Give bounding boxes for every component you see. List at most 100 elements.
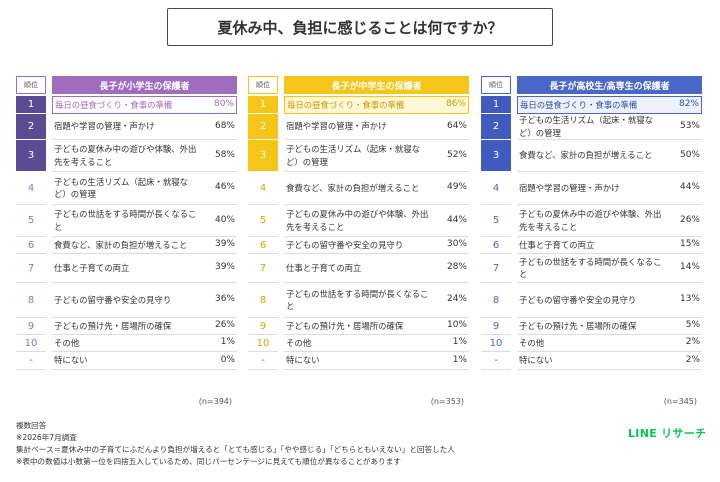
ranking-item: 宿題や学習の管理・声かけ 68% — [52, 114, 237, 140]
ranking-row: 7 仕事と子育ての両立 39% — [16, 254, 237, 283]
ranking-item: 食費など、家計の負担が増えること 50% — [517, 140, 702, 172]
panel-high-school: 順位 長子が高校生/高専生の保護者 1 毎日の昼食づくり・食事の準備 82% 2 子どもの生… — [481, 76, 702, 370]
rank-number: 3 — [481, 140, 511, 172]
ranking-row: - 特にない 1% — [248, 352, 469, 370]
rank-number: 9 — [248, 318, 278, 335]
note-line: ※表中の数値は小数第一位を四捨五入しているため、同じパーセンテージに見えても順位… — [16, 457, 401, 466]
rank-number: 3 — [248, 140, 278, 172]
item-percentage: 24% — [446, 294, 467, 305]
ranking-row: 6 食費など、家計の負担が増えること 39% — [16, 237, 237, 254]
ranking-row: - 特にない 0% — [16, 352, 237, 370]
ranking-item: 子どもの夏休み中の遊びや体験、外出先を考えること 58% — [52, 140, 237, 172]
item-percentage: 1% — [452, 354, 467, 365]
ranking-item: 特にない 2% — [517, 352, 702, 370]
rank-number: 2 — [481, 114, 511, 140]
item-label: 毎日の昼食づくり・食事の準備 — [55, 99, 173, 110]
item-percentage: 68% — [214, 120, 235, 131]
item-percentage: 10% — [446, 320, 467, 331]
ranking-item: 子どもの預け先・居場所の確保 10% — [284, 318, 469, 335]
ranking-item: 子どもの預け先・居場所の確保 5% — [517, 318, 702, 335]
ranking-row: 1 毎日の昼食づくり・食事の準備 82% — [481, 96, 702, 114]
sample-size-junior-high: (n=353) — [430, 397, 464, 406]
rank-number: 9 — [481, 318, 511, 335]
item-percentage: 30% — [446, 239, 467, 250]
item-percentage: 1% — [452, 337, 467, 348]
rank-number: 4 — [481, 172, 511, 205]
rank-number: 1 — [16, 96, 46, 114]
ranking-row: 9 子どもの預け先・居場所の確保 10% — [248, 318, 469, 335]
ranking-row: 5 子どもの夏休み中の遊びや体験、外出先を考えること 26% — [481, 205, 702, 237]
panel-header: 順位 長子が中学生の保護者 — [248, 76, 469, 94]
rank-number: 1 — [481, 96, 511, 114]
rank-column-header: 順位 — [481, 76, 511, 94]
item-label: 特にない — [286, 355, 320, 366]
ranking-row: 8 子どもの留守番や安全の見守り 13% — [481, 283, 702, 318]
ranking-row: - 特にない 2% — [481, 352, 702, 370]
rank-number: 5 — [481, 205, 511, 237]
item-label: 食費など、家計の負担が増えること — [519, 150, 653, 161]
item-label: 食費など、家計の負担が増えること — [286, 182, 420, 193]
item-percentage: 58% — [214, 149, 235, 160]
ranking-row: 2 宿題や学習の管理・声かけ 68% — [16, 114, 237, 140]
ranking-item: 子どもの生活リズム（起床・就寝など）の管理 53% — [517, 114, 702, 140]
item-label: 仕事と子育ての両立 — [54, 262, 130, 273]
rank-column-header: 順位 — [16, 76, 46, 94]
ranking-row: 2 子どもの生活リズム（起床・就寝など）の管理 53% — [481, 114, 702, 140]
ranking-row: 5 子どもの夏休み中の遊びや体験、外出先を考えること 44% — [248, 205, 469, 237]
item-percentage: 46% — [214, 182, 235, 193]
item-label: 仕事と子育ての両立 — [286, 262, 362, 273]
ranking-item: 子どもの世話をする時間が長くなること 24% — [284, 283, 469, 318]
item-percentage: 80% — [213, 99, 234, 110]
sample-size-high-school: (n=345) — [663, 397, 697, 406]
item-percentage: 86% — [445, 99, 466, 110]
ranking-item: 子どもの世話をする時間が長くなること 14% — [517, 254, 702, 283]
ranking-item: その他 2% — [517, 335, 702, 352]
note-line: 集計ベース＝夏休み中の子育てにふだんより負担が増えると「とても感じる」「やや感じ… — [16, 445, 455, 454]
ranking-item: 毎日の昼食づくり・食事の準備 80% — [52, 96, 237, 114]
item-percentage: 82% — [678, 99, 699, 110]
rank-number: 8 — [248, 283, 278, 318]
ranking-item: 子どもの留守番や安全の見守り 36% — [52, 283, 237, 318]
rank-number: - — [248, 352, 278, 370]
item-label: 子どもの生活リズム（起床・就寝など）の管理 — [54, 176, 188, 199]
ranking-item: 子どもの夏休み中の遊びや体験、外出先を考えること 44% — [284, 205, 469, 237]
rank-number: 7 — [248, 254, 278, 283]
item-label: 子どもの世話をする時間が長くなること — [54, 209, 197, 232]
ranking-item: 仕事と子育ての両立 15% — [517, 237, 702, 254]
item-label: 宿題や学習の管理・声かけ — [286, 121, 387, 132]
ranking-row: 6 仕事と子育ての両立 15% — [481, 237, 702, 254]
rank-number: 6 — [16, 237, 46, 254]
rank-number: 6 — [481, 237, 511, 254]
item-label: 特にない — [519, 355, 553, 366]
item-label: 子どもの留守番や安全の見守り — [519, 294, 637, 305]
item-label: その他 — [519, 337, 545, 348]
ranking-list: 1 毎日の昼食づくり・食事の準備 86% 2 宿題や学習の管理・声かけ 64% 3 子どもの生… — [248, 96, 469, 370]
item-label: 子どもの留守番や安全の見守り — [286, 239, 404, 250]
item-percentage: 44% — [446, 214, 467, 225]
item-percentage: 53% — [679, 120, 700, 131]
rank-number: 9 — [16, 318, 46, 335]
item-label: 子どもの生活リズム（起床・就寝など）の管理 — [519, 115, 653, 138]
item-label: 子どもの預け先・居場所の確保 — [286, 320, 404, 331]
ranking-row: 9 子どもの預け先・居場所の確保 5% — [481, 318, 702, 335]
ranking-item: その他 1% — [52, 335, 237, 352]
note-line: ※2026年7月調査 — [16, 433, 77, 442]
rank-number: 5 — [248, 205, 278, 237]
rank-number: - — [16, 352, 46, 370]
item-percentage: 2% — [685, 354, 700, 365]
rank-number: 8 — [16, 283, 46, 318]
page-title: 夏休み中、負担に感じることは何ですか？ — [167, 8, 553, 46]
ranking-row: 4 宿題や学習の管理・声かけ 44% — [481, 172, 702, 205]
item-label: 子どもの夏休み中の遊びや体験、外出先を考えること — [286, 209, 429, 232]
rank-number: - — [481, 352, 511, 370]
rank-number: 6 — [248, 237, 278, 254]
ranking-item: 子どもの生活リズム（起床・就寝など）の管理 52% — [284, 140, 469, 172]
rank-column-header: 順位 — [248, 76, 278, 94]
item-percentage: 36% — [214, 294, 235, 305]
item-label: 子どもの夏休み中の遊びや体験、外出先を考えること — [54, 144, 197, 167]
item-label: 仕事と子育ての両立 — [519, 239, 595, 250]
item-label: 毎日の昼食づくり・食事の準備 — [520, 99, 638, 110]
ranking-row: 7 仕事と子育ての両立 28% — [248, 254, 469, 283]
ranking-item: 子どもの留守番や安全の見守り 30% — [284, 237, 469, 254]
ranking-item: 子どもの夏休み中の遊びや体験、外出先を考えること 26% — [517, 205, 702, 237]
